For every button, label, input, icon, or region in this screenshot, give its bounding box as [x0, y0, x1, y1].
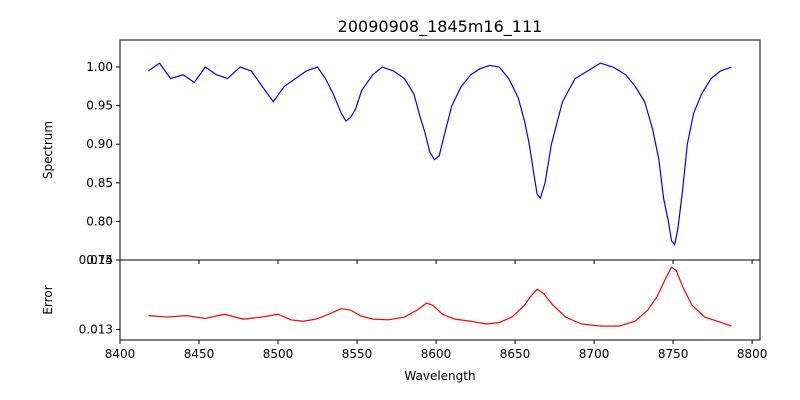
spectrum-y-tick-label: 0.75: [86, 253, 113, 267]
error-x-tick-label: 8650: [500, 347, 531, 361]
error-x-tick-label: 8600: [421, 347, 452, 361]
spectrum-y-tick-label: 0.80: [86, 214, 113, 228]
error-y-axis-label: Error: [41, 285, 55, 314]
error-x-tick-label: 8750: [658, 347, 689, 361]
error-x-tick-label: 8550: [342, 347, 373, 361]
error-x-tick-label: 8700: [579, 347, 610, 361]
error-x-ticks: 8400 8450 8500 8550 8600 8650 8700 8750 8800: [105, 340, 768, 361]
error-axes-frame: [119, 259, 761, 341]
error-y-tick-label: 0.013: [79, 323, 113, 337]
error-x-tick-label: 8800: [737, 347, 768, 361]
spectrum-axes-frame: [119, 39, 761, 261]
error-series-line: [148, 266, 732, 327]
spectrum-y-tick-label: 0.95: [86, 99, 113, 113]
spectrum-y-ticks: 0.75 0.80 0.85 0.90 0.95 1.00: [86, 60, 120, 267]
chart-title: 20090908_1845m16_111: [338, 17, 543, 37]
error-x-tick-label: 8450: [184, 347, 215, 361]
spectrum-y-axis-label: Spectrum: [41, 121, 55, 179]
error-y-ticks: 0.013 0.014: [79, 253, 120, 337]
error-x-tick-label: 8400: [105, 347, 136, 361]
spectrum-y-tick-label: 1.00: [86, 60, 113, 74]
x-axis-label: Wavelength: [404, 369, 475, 383]
spectrum-series-layer: [148, 62, 732, 246]
error-y-tick-label: 0.014: [79, 253, 113, 267]
error-series-layer: [148, 266, 732, 327]
error-x-tick-label: 8500: [263, 347, 294, 361]
spectrum-panel: 0.75 0.80 0.85 0.90 0.95 1.00 Spectrum: [41, 39, 761, 267]
spectrum-x-ticks: [119, 260, 753, 264]
spectrum-series-line: [148, 62, 732, 246]
spectrum-y-tick-label: 0.85: [86, 176, 113, 190]
spectrum-y-tick-label: 0.90: [86, 137, 113, 151]
